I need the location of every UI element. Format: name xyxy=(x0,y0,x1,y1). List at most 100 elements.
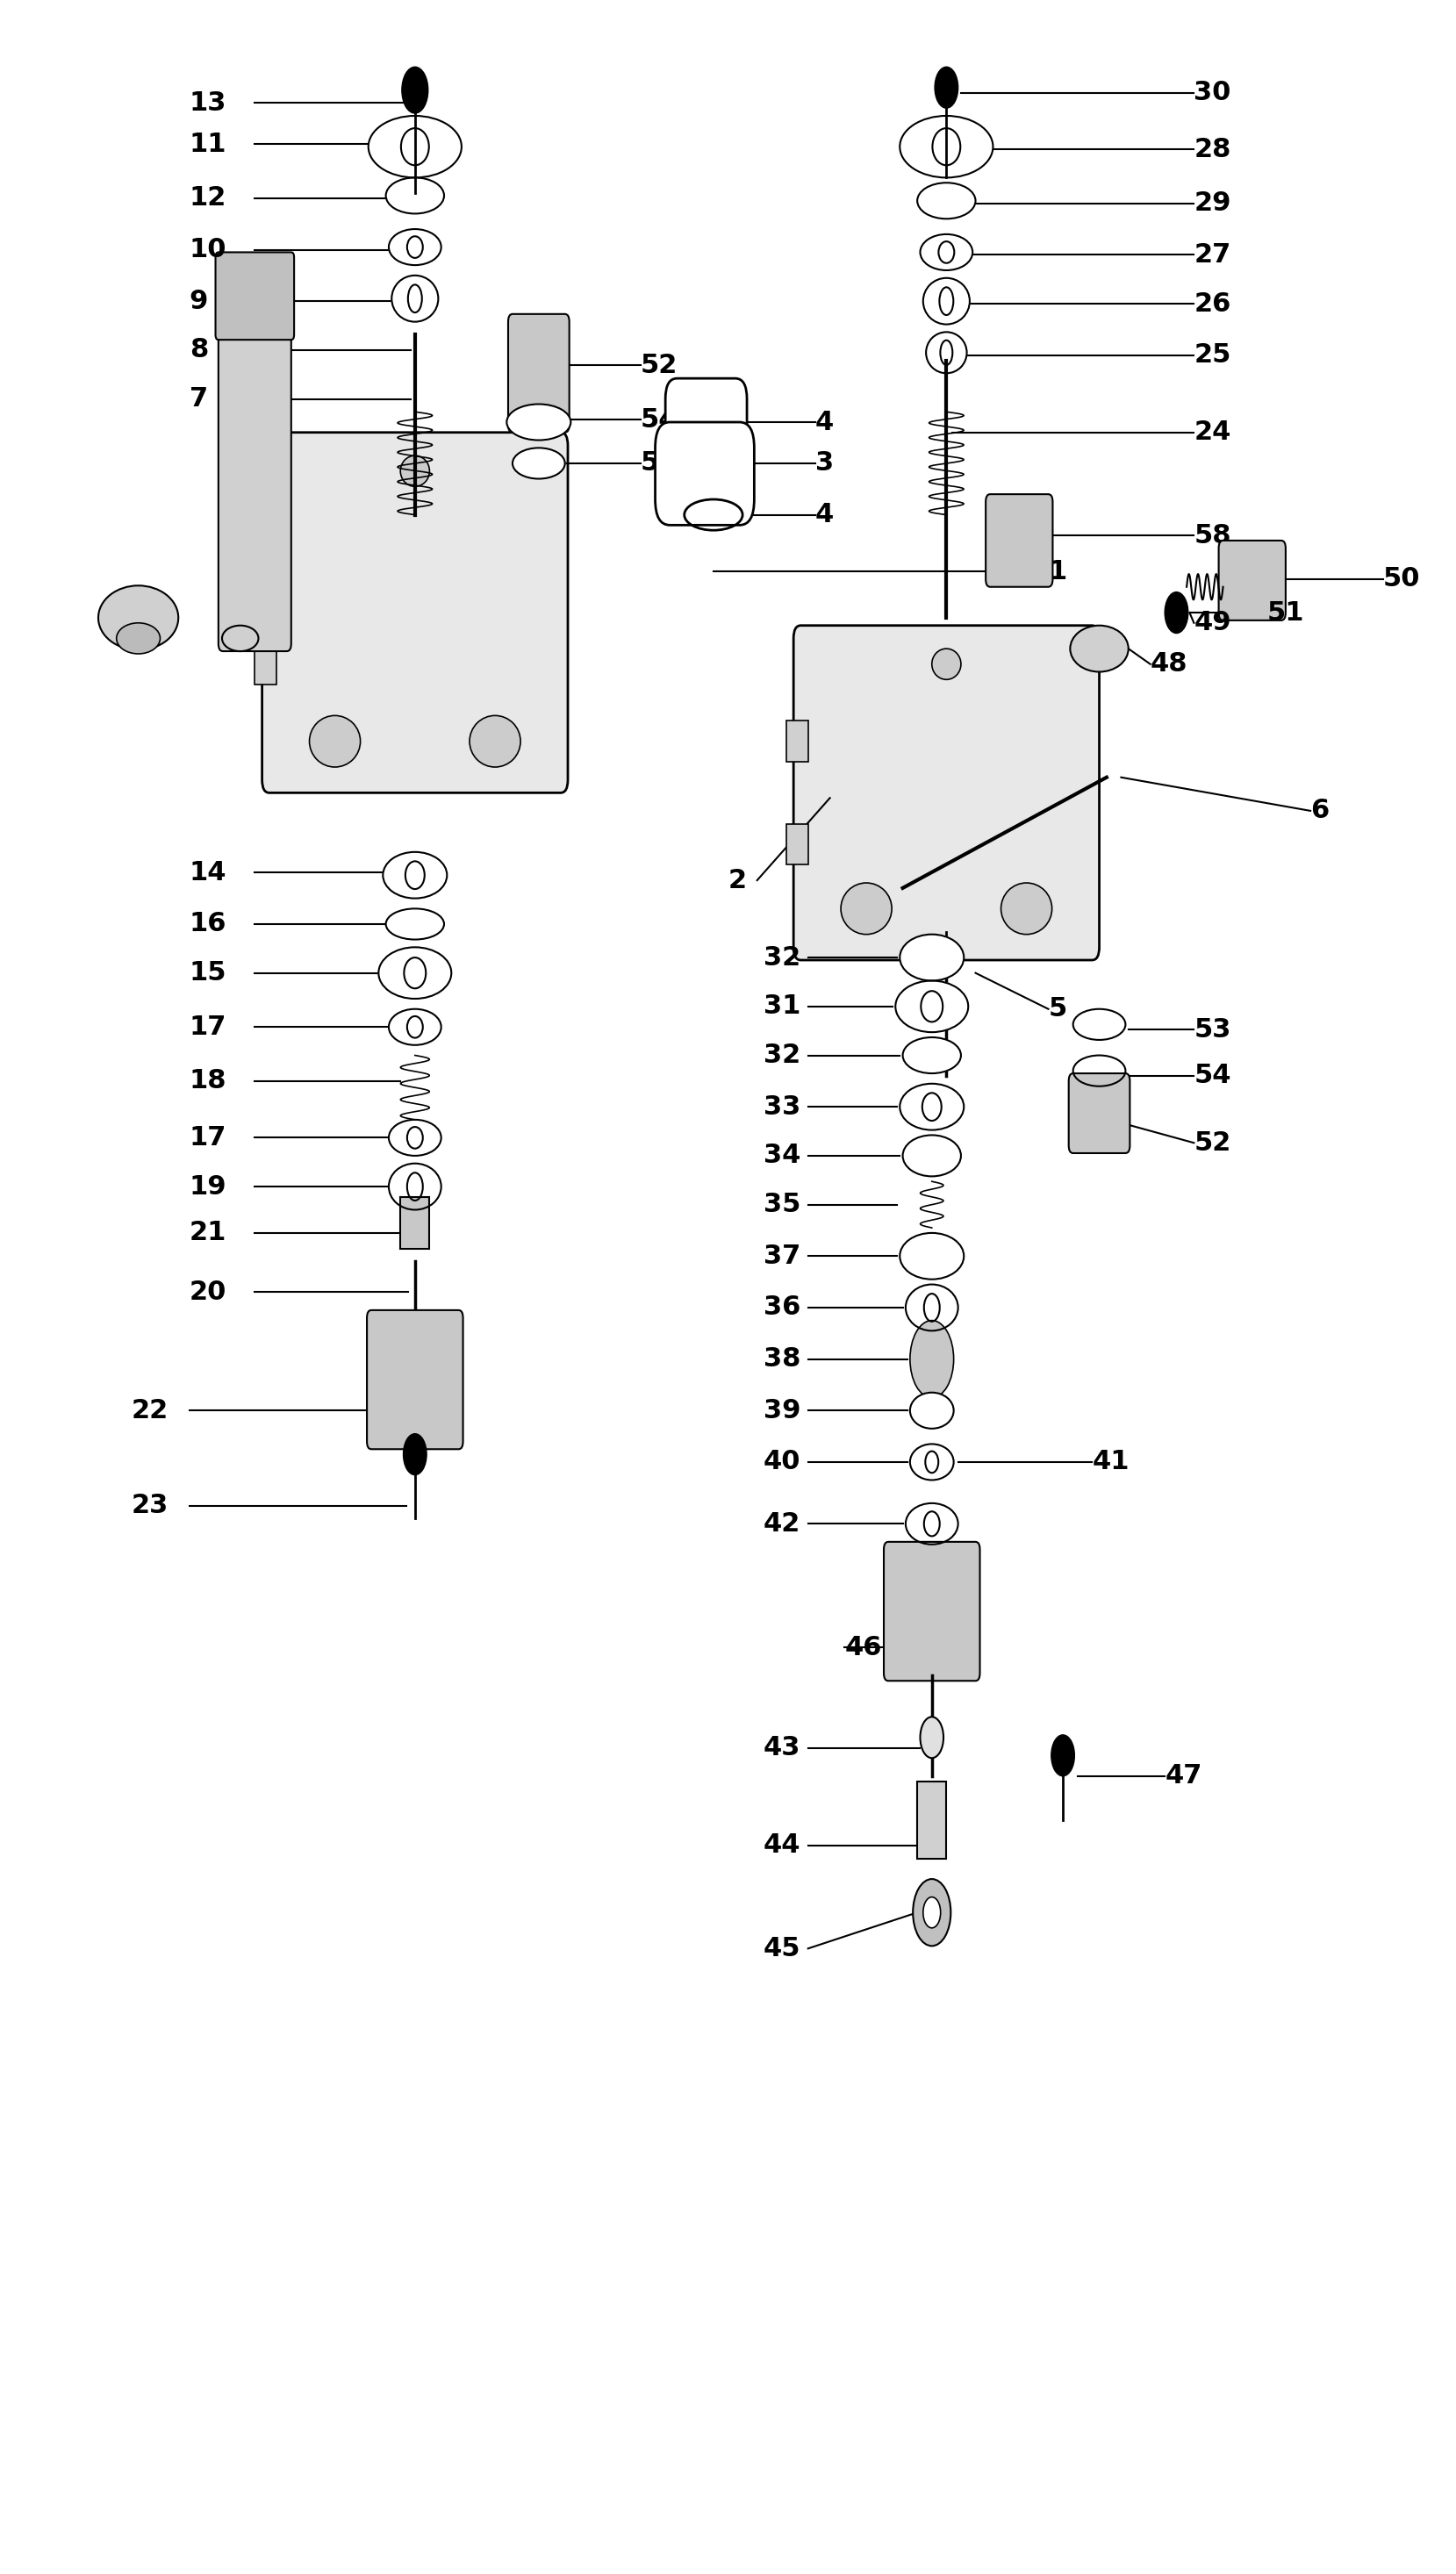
Text: 50: 50 xyxy=(1383,566,1421,592)
Ellipse shape xyxy=(386,909,444,940)
Text: 54: 54 xyxy=(1194,1063,1232,1089)
FancyBboxPatch shape xyxy=(884,1542,980,1681)
Circle shape xyxy=(402,67,428,113)
Bar xyxy=(786,721,808,762)
Ellipse shape xyxy=(920,234,973,270)
Text: 47: 47 xyxy=(1165,1763,1203,1789)
Circle shape xyxy=(1051,1735,1075,1776)
Bar xyxy=(400,1197,430,1248)
FancyBboxPatch shape xyxy=(1219,541,1286,620)
Text: 52: 52 xyxy=(1194,1130,1232,1156)
Text: 41: 41 xyxy=(1092,1449,1130,1475)
FancyBboxPatch shape xyxy=(986,494,1053,587)
Circle shape xyxy=(403,1434,427,1475)
Text: 34: 34 xyxy=(763,1143,801,1169)
Text: 25: 25 xyxy=(1194,342,1232,368)
Ellipse shape xyxy=(900,1084,964,1130)
Text: 8: 8 xyxy=(189,337,208,363)
Circle shape xyxy=(935,67,958,108)
Ellipse shape xyxy=(513,448,565,479)
Text: 40: 40 xyxy=(763,1449,801,1475)
Text: 19: 19 xyxy=(189,1174,227,1199)
Text: 16: 16 xyxy=(189,911,227,937)
Text: 1: 1 xyxy=(1048,559,1067,584)
Ellipse shape xyxy=(309,716,361,767)
Ellipse shape xyxy=(469,716,521,767)
Ellipse shape xyxy=(400,456,430,486)
Text: 17: 17 xyxy=(189,1125,227,1151)
Text: 29: 29 xyxy=(1194,190,1232,216)
Ellipse shape xyxy=(389,1120,441,1156)
Ellipse shape xyxy=(98,587,178,651)
Text: 58: 58 xyxy=(1194,523,1232,548)
Text: 46: 46 xyxy=(844,1634,882,1660)
Text: 27: 27 xyxy=(1194,242,1230,268)
Text: 26: 26 xyxy=(1194,291,1232,317)
Text: 7: 7 xyxy=(189,386,208,412)
Ellipse shape xyxy=(895,981,968,1032)
Ellipse shape xyxy=(906,1503,958,1544)
FancyBboxPatch shape xyxy=(665,378,747,484)
Text: 54: 54 xyxy=(641,407,678,432)
Ellipse shape xyxy=(386,178,444,214)
Ellipse shape xyxy=(1073,1055,1125,1086)
Text: 45: 45 xyxy=(763,1936,801,1961)
Circle shape xyxy=(913,1879,951,1946)
Text: 43: 43 xyxy=(763,1735,801,1761)
Ellipse shape xyxy=(116,623,160,654)
Ellipse shape xyxy=(507,404,571,440)
Circle shape xyxy=(923,1897,941,1928)
Ellipse shape xyxy=(903,1037,961,1073)
Text: 4: 4 xyxy=(815,409,834,435)
Text: 13: 13 xyxy=(189,90,227,116)
Ellipse shape xyxy=(900,116,993,178)
Ellipse shape xyxy=(383,852,447,898)
Text: 32: 32 xyxy=(764,945,801,970)
Circle shape xyxy=(910,1320,954,1398)
Ellipse shape xyxy=(389,1163,441,1210)
Ellipse shape xyxy=(926,332,967,373)
Bar xyxy=(786,824,808,865)
Ellipse shape xyxy=(903,1135,961,1176)
Ellipse shape xyxy=(1070,625,1128,672)
Text: 35: 35 xyxy=(763,1192,801,1218)
Text: 48: 48 xyxy=(1150,651,1188,677)
Text: 53: 53 xyxy=(1194,1017,1232,1042)
Text: 20: 20 xyxy=(189,1279,227,1305)
Text: 51: 51 xyxy=(1267,600,1305,625)
Text: 15: 15 xyxy=(189,960,227,986)
Text: 10: 10 xyxy=(189,237,227,263)
Text: 14: 14 xyxy=(189,860,227,885)
Text: 36: 36 xyxy=(763,1295,801,1320)
Text: 17: 17 xyxy=(189,1014,227,1040)
Ellipse shape xyxy=(840,883,891,934)
Text: 37: 37 xyxy=(764,1243,801,1269)
FancyBboxPatch shape xyxy=(794,625,1099,960)
Text: 30: 30 xyxy=(1194,80,1232,106)
Text: 24: 24 xyxy=(1194,420,1232,445)
Text: 5: 5 xyxy=(1048,996,1067,1022)
Text: 49: 49 xyxy=(1194,610,1232,636)
FancyBboxPatch shape xyxy=(1069,1073,1130,1153)
Text: 2: 2 xyxy=(728,867,747,893)
FancyBboxPatch shape xyxy=(218,327,291,651)
Ellipse shape xyxy=(917,183,976,219)
Text: 31: 31 xyxy=(763,994,801,1019)
FancyBboxPatch shape xyxy=(367,1310,463,1449)
Text: 32: 32 xyxy=(764,1042,801,1068)
Circle shape xyxy=(920,1717,943,1758)
Text: 22: 22 xyxy=(131,1398,167,1423)
Text: 52: 52 xyxy=(641,353,678,378)
Text: 42: 42 xyxy=(763,1511,801,1537)
Text: 44: 44 xyxy=(763,1833,801,1858)
Ellipse shape xyxy=(1002,883,1051,934)
Ellipse shape xyxy=(932,649,961,680)
Text: 12: 12 xyxy=(189,185,227,211)
Ellipse shape xyxy=(368,116,462,178)
Ellipse shape xyxy=(392,275,438,322)
Ellipse shape xyxy=(910,1393,954,1429)
Text: 3: 3 xyxy=(815,450,834,476)
Bar xyxy=(255,644,277,685)
Ellipse shape xyxy=(1073,1009,1125,1040)
Ellipse shape xyxy=(900,934,964,981)
